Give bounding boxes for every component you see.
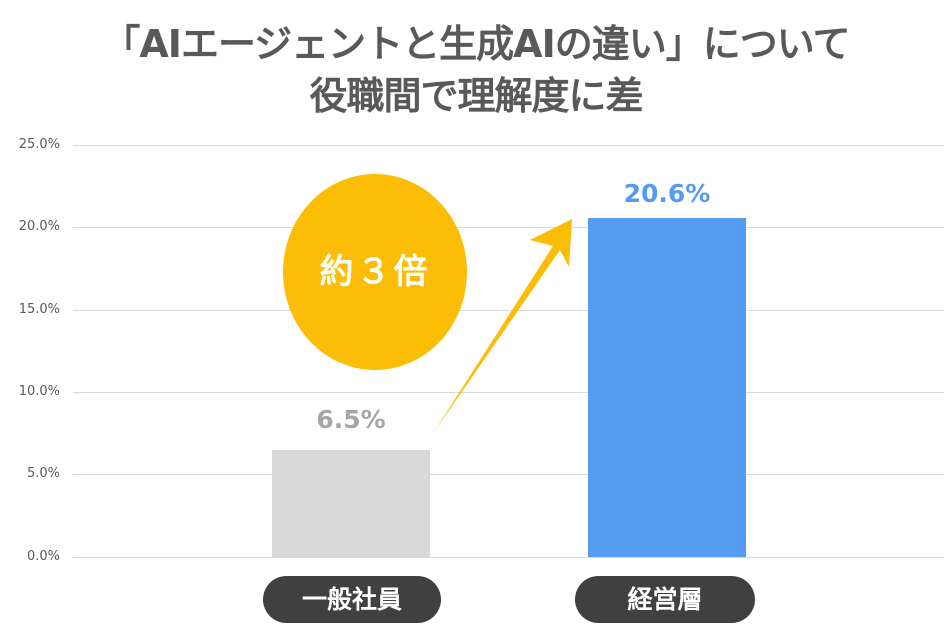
category-label-executives: 経営層 <box>575 576 755 623</box>
gridline-15 <box>73 310 944 311</box>
y-tick-10: 10.0% <box>18 384 60 399</box>
bar-label-executives: 20.6% <box>623 179 711 208</box>
gridline-0 <box>73 557 944 558</box>
bar-general-staff <box>272 450 430 557</box>
gridline-5 <box>73 474 944 475</box>
y-tick-0: 0.0% <box>26 549 60 564</box>
chart-title-line-1: 「AIエージェントと生成AIの違い」について <box>102 22 850 66</box>
gridline-10 <box>73 392 944 393</box>
y-tick-5: 5.0% <box>26 466 60 481</box>
bar-label-general-staff: 6.5% <box>316 405 386 434</box>
bar-executives <box>588 218 746 557</box>
gridline-25 <box>73 145 944 146</box>
gridline-20 <box>73 227 944 228</box>
multiplier-badge: 約３倍 <box>283 174 467 370</box>
y-tick-15: 15.0% <box>18 302 60 317</box>
y-tick-20: 20.0% <box>18 219 60 234</box>
category-label-general-staff: 一般社員 <box>263 576 441 623</box>
y-tick-25: 25.0% <box>18 137 60 152</box>
chart-title-line-2: 役職間で理解度に差 <box>309 74 643 118</box>
